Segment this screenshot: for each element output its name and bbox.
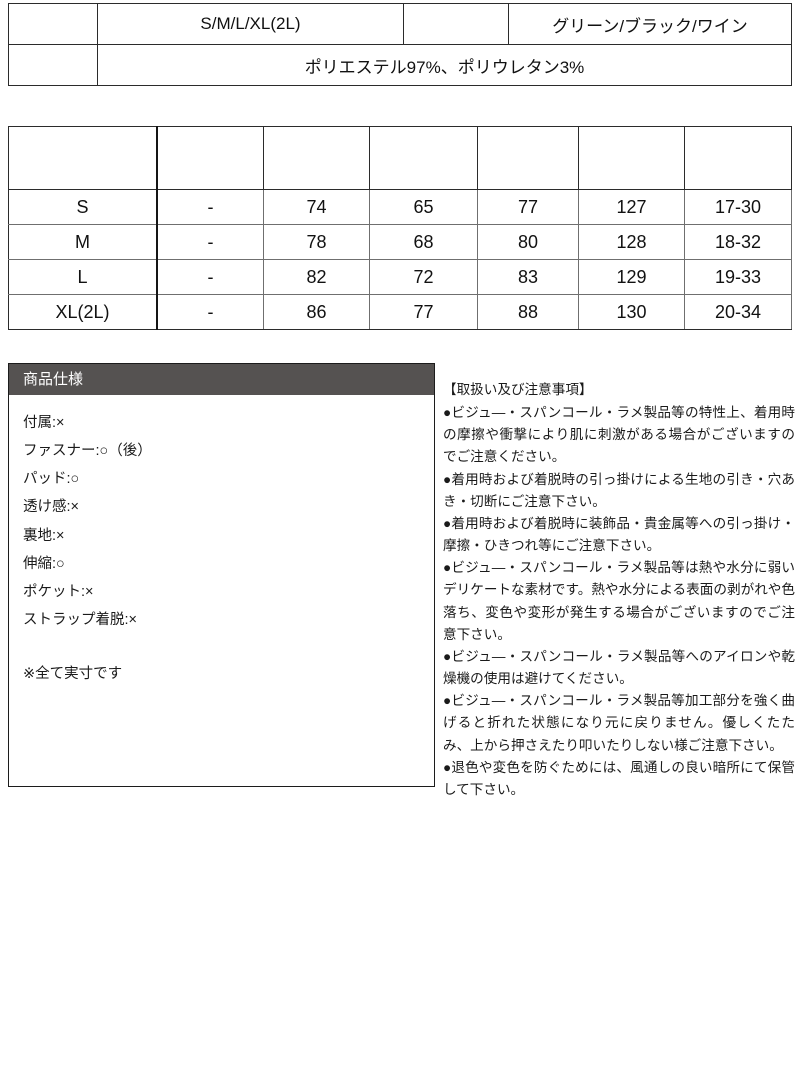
- care-note-item: ●ビジュ―・スパンコール・ラメ製品等の特性上、着用時の摩擦や衝撃により肌に刺激が…: [443, 405, 795, 465]
- col-header-shoulder: 肩幅: [156, 126, 264, 190]
- care-note-item: ●ビジュ―・スパンコール・ラメ製品等へのアイロンや乾燥機の使用は避けてください。: [443, 648, 795, 687]
- cell-size: XL(2L): [8, 294, 158, 330]
- cell-hip: 80: [477, 224, 579, 260]
- product-spec-panel: 商品仕様 付属:× ファスナー:○（後） パッド:○ 透け感:× 裏地:× 伸縮…: [8, 363, 435, 787]
- cell-length: 127: [578, 189, 685, 225]
- col-header-strap: ストラップの長さ: [684, 126, 792, 190]
- cell-waist: 77: [369, 294, 478, 330]
- spec-item: 透け感:×: [23, 499, 79, 516]
- spec-item: 裏地:×: [23, 527, 65, 544]
- table-row: M - 78 68 80 128 18-32: [8, 224, 792, 260]
- cell-bust: 86: [263, 294, 370, 330]
- product-spec-title: 商品仕様: [9, 364, 434, 395]
- summary-value-material: ポリエステル97%、ポリウレタン3%: [97, 44, 792, 86]
- cell-shoulder: -: [156, 189, 264, 225]
- care-instructions-panel: 【取扱い及び注意事項】 ●ビジュ―・スパンコール・ラメ製品等の特性上、着用時の摩…: [443, 379, 795, 801]
- spec-item: ポケット:×: [23, 583, 94, 600]
- table-row: サイズ S/M/L/XL(2L) カラー グリーン/ブラック/ワイン: [8, 3, 792, 45]
- product-spec-body: 付属:× ファスナー:○（後） パッド:○ 透け感:× 裏地:× 伸縮:○ ポケ…: [9, 395, 434, 688]
- cell-strap: 20-34: [684, 294, 792, 330]
- spec-item: 付属:×: [23, 415, 65, 431]
- cell-hip: 83: [477, 259, 579, 295]
- care-instructions-title: 【取扱い及び注意事項】: [443, 382, 593, 397]
- col-header-hip: ヒップ: [477, 126, 579, 190]
- summary-label-material: 素材: [8, 44, 98, 86]
- cell-bust: 74: [263, 189, 370, 225]
- summary-label-color: カラー: [403, 3, 509, 45]
- spec-measurement-note: ※全て実寸です: [23, 666, 123, 682]
- spec-item: ストラップ着脱:×: [23, 611, 137, 628]
- care-note-item: ●着用時および着脱時に装飾品・貴金属等への引っ掛け・摩擦・ひきつれ等にご注意下さ…: [443, 515, 795, 554]
- summary-value-size: S/M/L/XL(2L): [97, 3, 404, 45]
- cell-strap: 18-32: [684, 224, 792, 260]
- cell-waist: 65: [369, 189, 478, 225]
- cell-bust: 82: [263, 259, 370, 295]
- col-header-waist: ウエスト: [369, 126, 478, 190]
- table-header-row: サイズ（ cm ） 肩幅 バスト ウエスト ヒップ 着丈（脇下から） ストラップ…: [8, 126, 792, 190]
- table-row: L - 82 72 83 129 19-33: [8, 259, 792, 295]
- cell-strap: 17-30: [684, 189, 792, 225]
- spec-item: 伸縮:○: [23, 555, 65, 572]
- cell-shoulder: -: [156, 224, 264, 260]
- cell-length: 129: [578, 259, 685, 295]
- cell-length: 130: [578, 294, 685, 330]
- care-note-item: ●ビジュ―・スパンコール・ラメ製品等加工部分を強く曲げると折れた状態になり元に戻…: [443, 693, 795, 753]
- cell-size: M: [8, 224, 158, 260]
- cell-length: 128: [578, 224, 685, 260]
- table-row: XL(2L) - 86 77 88 130 20-34: [8, 294, 792, 330]
- spec-item: ファスナー:○（後）: [23, 443, 152, 460]
- col-header-length: 着丈（脇下から）: [578, 126, 685, 190]
- table-row: S - 74 65 77 127 17-30: [8, 189, 792, 225]
- measurement-table: サイズ（ cm ） 肩幅 バスト ウエスト ヒップ 着丈（脇下から） ストラップ…: [8, 126, 792, 330]
- cell-waist: 72: [369, 259, 478, 295]
- cell-shoulder: -: [156, 259, 264, 295]
- cell-size: S: [8, 189, 158, 225]
- col-header-size: サイズ（ cm ）: [8, 126, 158, 190]
- care-note-item: ●着用時および着脱時の引っ掛けによる生地の引き・穴あき・切断にご注意下さい。: [443, 471, 795, 509]
- summary-label-size: サイズ: [8, 3, 98, 45]
- cell-size: L: [8, 259, 158, 295]
- care-note-item: ●ビジュ―・スパンコール・ラメ製品等は熱や水分に弱いデリケートな素材です。熱や水…: [443, 560, 795, 642]
- cell-shoulder: -: [156, 294, 264, 330]
- care-note-item: ●退色や変色を防ぐためには、風通しの良い暗所にて保管して下さい。: [443, 759, 795, 797]
- summary-value-color: グリーン/ブラック/ワイン: [508, 3, 792, 45]
- cell-waist: 68: [369, 224, 478, 260]
- measurement-table-body: S - 74 65 77 127 17-30 M - 78 68 80 128 …: [8, 189, 792, 330]
- col-header-bust: バスト: [263, 126, 370, 190]
- cell-strap: 19-33: [684, 259, 792, 295]
- col-header-size-line1: サイズ（ cm ）: [51, 140, 114, 175]
- cell-bust: 78: [263, 224, 370, 260]
- table-row: 素材 ポリエステル97%、ポリウレタン3%: [8, 44, 792, 86]
- cell-hip: 88: [477, 294, 579, 330]
- cell-hip: 77: [477, 189, 579, 225]
- spec-item: パッド:○: [23, 471, 80, 488]
- summary-table: サイズ S/M/L/XL(2L) カラー グリーン/ブラック/ワイン 素材 ポリ…: [8, 3, 792, 86]
